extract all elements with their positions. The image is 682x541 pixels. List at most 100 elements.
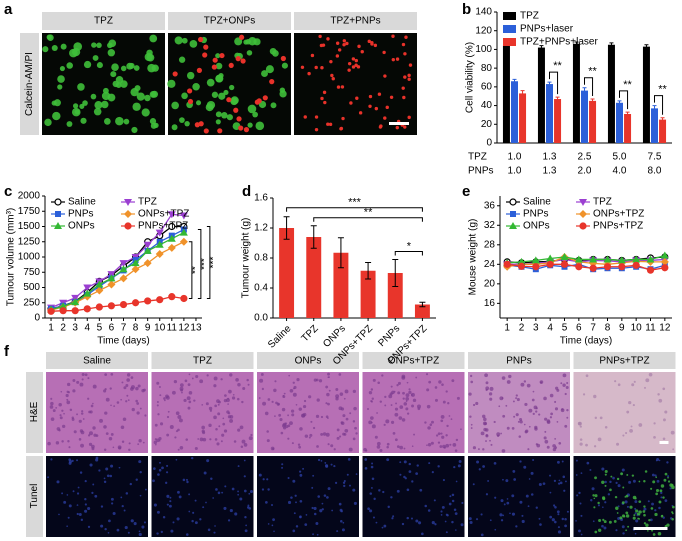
cell	[103, 118, 111, 125]
nucleus	[585, 443, 588, 447]
nucleus	[565, 480, 567, 483]
x-tick-label: 7	[590, 323, 596, 334]
nucleus	[401, 522, 405, 526]
nucleus	[177, 415, 182, 419]
nucleus	[199, 437, 204, 442]
nucleus	[538, 482, 542, 487]
cell	[269, 47, 277, 55]
nucleus	[79, 471, 83, 474]
nucleus	[191, 519, 194, 523]
y-tick-label: 1.2	[254, 223, 268, 234]
x-tick-label: 8	[133, 323, 139, 334]
nucleus	[165, 471, 169, 474]
nucleus	[325, 402, 328, 405]
nucleus	[385, 419, 390, 424]
bar	[572, 43, 580, 143]
nucleus	[370, 465, 374, 469]
nucleus	[664, 499, 668, 503]
nucleus	[550, 412, 553, 416]
nucleus	[165, 481, 168, 485]
x-tick-label: 3	[533, 323, 539, 334]
legend-label: PNPs	[523, 209, 549, 220]
cell	[391, 57, 396, 62]
cell	[203, 44, 209, 50]
nucleus	[76, 512, 79, 516]
nucleus	[141, 525, 145, 529]
nucleus	[440, 432, 443, 435]
nucleus	[165, 395, 170, 400]
nucleus	[177, 490, 180, 494]
cell	[226, 114, 233, 121]
nucleus	[122, 417, 127, 422]
nucleus	[129, 482, 132, 486]
cell	[255, 121, 265, 131]
nucleus	[494, 496, 497, 499]
significance-label: *	[407, 240, 412, 252]
nucleus	[76, 380, 80, 384]
nucleus	[426, 388, 430, 392]
nucleus	[179, 386, 184, 391]
series-line	[50, 213, 184, 309]
apoptotic-cell	[655, 476, 658, 479]
tunel-image	[362, 456, 465, 537]
cell	[198, 36, 204, 43]
nucleus	[653, 422, 656, 425]
nucleus	[502, 478, 504, 481]
marker	[119, 300, 128, 309]
nucleus	[234, 512, 238, 516]
apoptotic-cell	[601, 496, 606, 500]
significance-bracket	[206, 226, 211, 299]
nucleus	[258, 397, 261, 399]
nucleus	[441, 505, 445, 509]
nucleus	[455, 529, 457, 531]
nucleus	[299, 515, 302, 519]
y-tick-label: 60	[481, 81, 493, 92]
nucleus	[521, 514, 524, 517]
nucleus	[308, 436, 311, 439]
nucleus	[482, 448, 485, 451]
nucleus	[294, 494, 297, 497]
nucleus	[237, 428, 241, 432]
nucleus	[544, 439, 549, 444]
nucleus	[556, 510, 560, 514]
column-header: Saline	[83, 356, 111, 367]
nucleus	[354, 426, 357, 430]
nucleus	[94, 494, 98, 498]
column-header: TPZ+PNPs	[330, 16, 380, 27]
nucleus	[169, 500, 172, 503]
marker	[155, 249, 164, 258]
nucleus	[371, 397, 374, 400]
nucleus	[293, 512, 296, 515]
x-tick-label: 2	[60, 323, 66, 334]
nucleus	[156, 401, 159, 404]
apoptotic-cell	[625, 494, 629, 498]
nucleus	[557, 526, 560, 529]
nucleus	[506, 380, 511, 384]
error-bar	[512, 78, 517, 84]
nucleus	[135, 399, 138, 403]
nucleus	[517, 420, 520, 423]
nucleus	[472, 403, 476, 407]
cell	[323, 100, 327, 105]
nucleus	[80, 412, 84, 415]
marker	[83, 284, 92, 292]
nucleus	[243, 443, 248, 447]
apoptotic-cell	[594, 494, 598, 498]
nucleus	[104, 373, 108, 376]
nucleus	[178, 418, 183, 423]
cell	[215, 119, 221, 125]
nucleus	[597, 437, 602, 442]
marker	[168, 293, 176, 301]
legend-label: TPZ	[138, 197, 157, 208]
apoptotic-cell	[601, 480, 605, 484]
nucleus	[662, 516, 665, 519]
nucleus	[634, 532, 637, 535]
nucleus	[634, 512, 637, 515]
apoptotic-cell	[610, 475, 613, 478]
nucleus	[532, 390, 535, 393]
nucleus	[412, 398, 417, 403]
cell	[330, 73, 334, 78]
cell	[79, 103, 85, 109]
apoptotic-cell	[614, 495, 618, 499]
cell	[354, 58, 358, 63]
